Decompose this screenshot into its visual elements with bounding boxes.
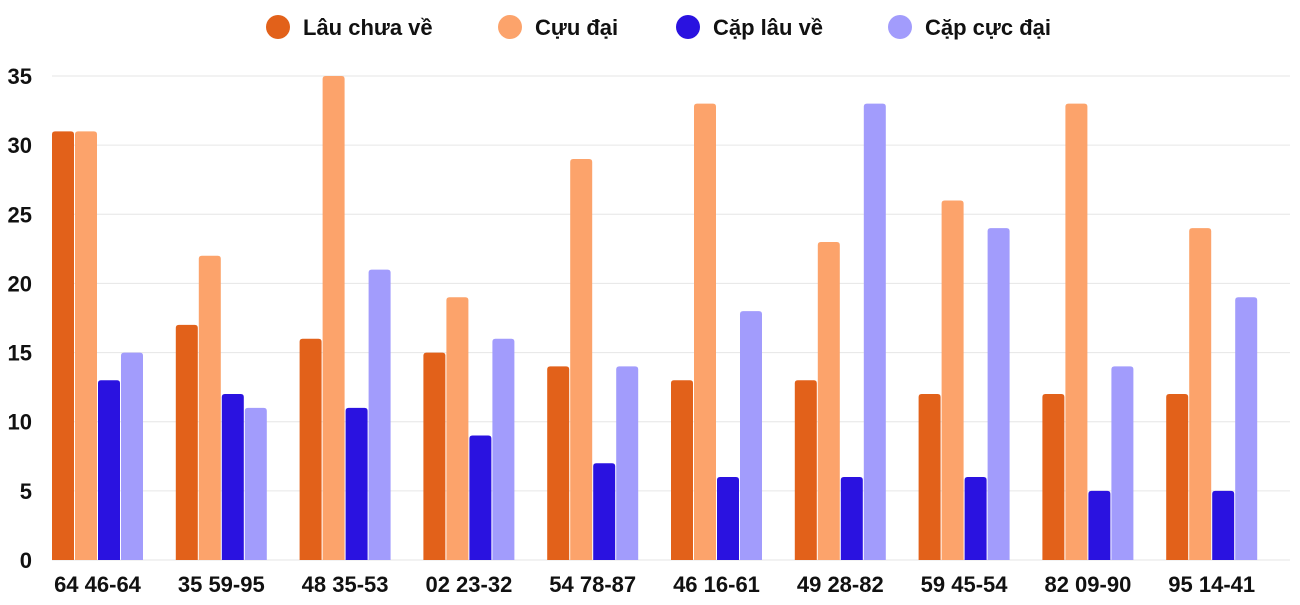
x-tick-label: 54 78-87 <box>549 572 636 597</box>
bar-2-7[interactable] <box>817 241 840 560</box>
legend-label: Cặp cực đại <box>925 15 1051 40</box>
bars <box>52 76 1258 561</box>
y-tick-label: 35 <box>8 64 32 89</box>
bar-1-2[interactable] <box>175 324 198 560</box>
x-tick-label: 46 16-61 <box>673 572 760 597</box>
bar-2-1[interactable] <box>75 131 97 561</box>
y-tick-label: 30 <box>8 133 32 158</box>
bar-4-8[interactable] <box>987 228 1010 560</box>
bar-2-5[interactable] <box>570 158 593 560</box>
bar-2-3[interactable] <box>322 76 345 560</box>
bar-4-3[interactable] <box>368 269 391 560</box>
bar-3-9[interactable] <box>1088 490 1111 560</box>
bar-4-5[interactable] <box>616 366 639 560</box>
bar-1-9[interactable] <box>1042 394 1065 560</box>
legend-swatch <box>888 15 912 39</box>
bar-1-10[interactable] <box>1166 394 1189 560</box>
bar-4-7[interactable] <box>863 103 886 561</box>
bar-2-9[interactable] <box>1065 103 1088 561</box>
bar-1-6[interactable] <box>671 380 693 560</box>
bar-3-8[interactable] <box>964 477 987 560</box>
bar-2-2[interactable] <box>198 255 221 560</box>
legend-swatch <box>676 15 700 39</box>
x-tick-label: 35 59-95 <box>178 572 265 597</box>
bar-2-6[interactable] <box>694 103 716 561</box>
bar-4-10[interactable] <box>1235 297 1258 560</box>
legend-item-2[interactable]: Cựu đại <box>498 15 618 40</box>
bar-4-1[interactable] <box>121 352 143 560</box>
x-tick-label: 49 28-82 <box>797 572 884 597</box>
y-axis: 0 5 10 15 20 25 30 35 <box>8 64 32 573</box>
bar-4-4[interactable] <box>492 338 515 560</box>
x-tick-label: 82 09-90 <box>1044 572 1131 597</box>
x-tick-label: 59 45-54 <box>921 572 1009 597</box>
legend-swatch <box>498 15 522 39</box>
bar-4-6[interactable] <box>740 311 762 560</box>
bar-3-3[interactable] <box>345 407 368 560</box>
y-tick-label: 5 <box>20 479 32 504</box>
legend-label: Cựu đại <box>535 15 618 40</box>
bar-4-2[interactable] <box>244 407 267 560</box>
y-tick-label: 0 <box>20 548 32 573</box>
bar-2-10[interactable] <box>1189 228 1212 560</box>
x-axis: 64 46-64 35 59-95 48 35-53 02 23-32 54 78-87… <box>54 572 1255 597</box>
bar-3-6[interactable] <box>717 477 739 560</box>
bar-3-1[interactable] <box>98 380 120 560</box>
bar-1-3[interactable] <box>299 338 322 560</box>
bar-3-4[interactable] <box>469 435 492 560</box>
legend-swatch <box>266 15 290 39</box>
legend-item-3[interactable]: Cặp lâu về <box>676 15 823 40</box>
legend-item-1[interactable]: Lâu chưa về <box>266 15 433 40</box>
bar-1-5[interactable] <box>547 366 570 560</box>
bar-3-2[interactable] <box>221 394 244 560</box>
x-tick-label: 64 46-64 <box>54 572 142 597</box>
y-tick-label: 15 <box>8 341 32 366</box>
y-tick-label: 20 <box>8 271 32 296</box>
bar-3-10[interactable] <box>1212 490 1235 560</box>
legend-label: Lâu chưa về <box>303 15 433 40</box>
y-tick-label: 10 <box>8 410 32 435</box>
bar-1-8[interactable] <box>918 394 941 560</box>
legend-item-4[interactable]: Cặp cực đại <box>888 15 1051 40</box>
x-tick-label: 02 23-32 <box>425 572 512 597</box>
bar-1-4[interactable] <box>423 352 446 560</box>
bar-3-5[interactable] <box>593 463 616 560</box>
bar-1-1[interactable] <box>52 131 74 561</box>
bar-3-7[interactable] <box>840 477 863 560</box>
bar-2-4[interactable] <box>446 297 469 560</box>
bar-2-8[interactable] <box>941 200 964 560</box>
y-tick-label: 25 <box>8 202 32 227</box>
bar-4-9[interactable] <box>1111 366 1134 560</box>
x-tick-label: 95 14-41 <box>1168 572 1255 597</box>
legend-label: Cặp lâu về <box>713 15 823 40</box>
legend: Lâu chưa về Cựu đại Cặp lâu về Cặp cực đại <box>266 15 1051 40</box>
x-tick-label: 48 35-53 <box>302 572 389 597</box>
bar-1-7[interactable] <box>794 380 817 560</box>
